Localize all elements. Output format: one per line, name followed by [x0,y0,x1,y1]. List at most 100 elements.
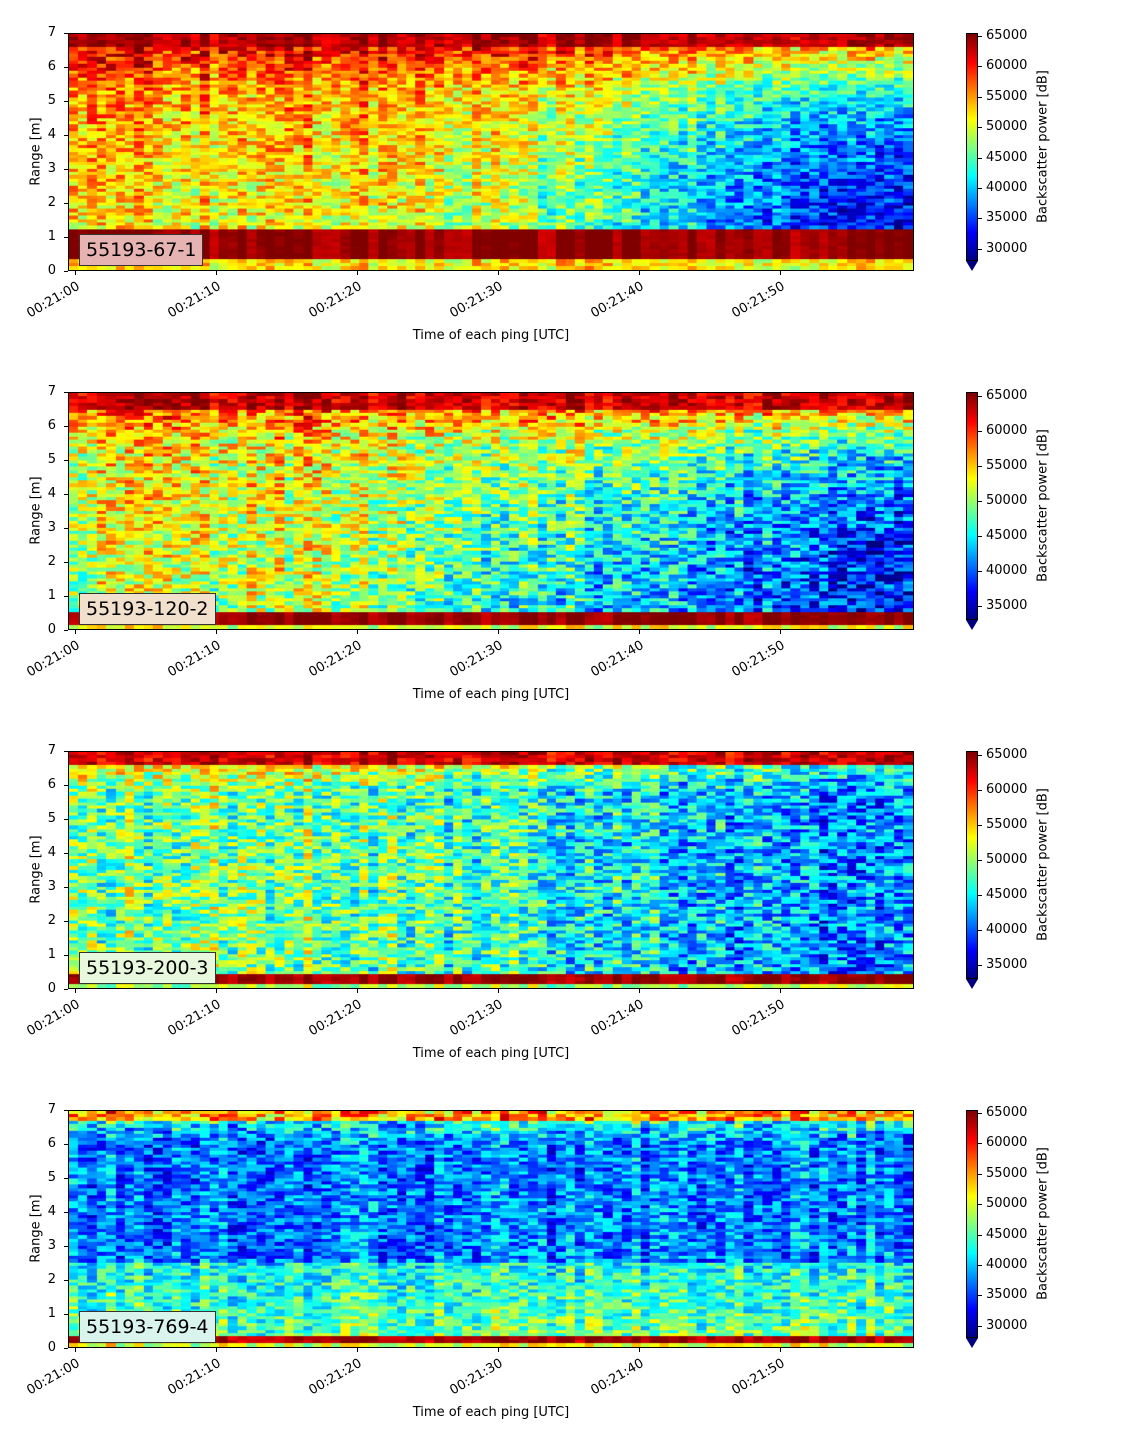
x-tick-mark [780,630,781,634]
y-tick-mark [64,135,68,136]
x-tick-mark [75,630,76,634]
colorbar-tick-mark [978,824,982,826]
colorbar-gradient [967,752,977,978]
x-axis-label: Time of each ping [UTC] [412,328,570,343]
colorbar [966,751,978,979]
colorbar-tick-label: 45000 [986,886,1028,902]
colorbar [966,392,978,620]
y-tick-mark [64,1110,68,1111]
y-tick-mark [64,426,68,427]
x-tick-label: 00:21:40 [588,1356,647,1399]
y-tick-label: 7 [47,743,56,758]
y-tick-label: 3 [47,161,56,176]
y-tick-label: 6 [47,59,56,74]
colorbar-tick-mark [978,1234,982,1236]
y-tick-label: 1 [47,947,56,962]
colorbar-label: Backscatter power [dB] [1035,788,1051,941]
x-tick-label: 00:21:20 [306,638,365,681]
colorbar [966,33,978,261]
colorbar-tick-label: 30000 [986,240,1028,256]
x-tick-mark [498,630,499,634]
y-tick-mark [64,169,68,170]
x-tick-label: 00:21:10 [165,1356,224,1399]
y-axis-label: Range [m] [28,117,44,186]
y-tick-mark [64,237,68,238]
panel-3: 55193-200-3 0 1 2 3 4 5 6 7 00:21:00 00:21:10 00:21… [0,718,1140,1077]
y-tick-mark [64,785,68,786]
x-tick-mark [357,630,358,634]
x-tick-label: 00:21:00 [24,1356,83,1399]
colorbar-tick-label: 35000 [986,956,1028,972]
colorbar-tick-mark [978,754,982,756]
x-tick-label: 00:21:50 [729,638,788,681]
colorbar-tick-mark [978,859,982,861]
y-tick-mark [64,460,68,461]
x-tick-mark [498,1348,499,1352]
y-tick-label: 5 [47,811,56,826]
colorbar-tick-label: 30000 [986,1317,1028,1333]
x-tick-label: 00:21:40 [588,638,647,681]
colorbar-tick-label: 40000 [986,562,1028,578]
colorbar-tick-label: 60000 [986,1135,1028,1151]
x-tick-mark [357,989,358,993]
x-tick-label: 00:21:20 [306,997,365,1040]
colorbar-tick-label: 45000 [986,1226,1028,1242]
colorbar-tick-mark [978,395,982,397]
x-tick-mark [498,989,499,993]
colorbar-tick-mark [978,929,982,931]
colorbar-tick-mark [978,1265,982,1267]
x-tick-label: 00:21:10 [165,638,224,681]
y-tick-label: 4 [47,127,56,142]
panel-1: 55193-67-1 0 1 2 3 4 5 6 7 00:21:00 00:21:10 00:21:… [0,0,1140,359]
x-tick-mark [639,271,640,275]
y-tick-label: 7 [47,25,56,40]
heatmap-plot-area [68,751,914,989]
x-tick-mark [216,989,217,993]
x-tick-label: 00:21:30 [447,279,506,322]
y-tick-mark [64,887,68,888]
colorbar-tick-mark [978,894,982,896]
y-tick-label: 1 [47,229,56,244]
y-tick-mark [64,751,68,752]
y-axis-label: Range [m] [28,1194,44,1263]
heatmap-canvas [69,34,913,270]
panel-label: 55193-67-1 [79,234,204,266]
y-tick-mark [64,392,68,393]
heatmap-plot-area [68,33,914,271]
colorbar-tick-mark [978,248,982,250]
colorbar-tick-label: 40000 [986,180,1028,196]
y-tick-mark [64,1212,68,1213]
colorbar-tick-label: 60000 [986,422,1028,438]
y-tick-label: 4 [47,486,56,501]
y-tick-mark [64,1178,68,1179]
y-tick-mark [64,630,68,631]
y-tick-label: 2 [47,195,56,210]
heatmap-canvas [69,1111,913,1347]
colorbar-tick-label: 65000 [986,28,1028,44]
colorbar-extend-arrow [966,620,978,630]
x-tick-label: 00:21:50 [729,279,788,322]
y-tick-label: 2 [47,1272,56,1287]
x-tick-mark [75,1348,76,1352]
y-tick-label: 6 [47,777,56,792]
colorbar-gradient [967,1111,977,1337]
y-tick-mark [64,33,68,34]
y-tick-mark [64,101,68,102]
y-tick-mark [64,271,68,272]
colorbar-tick-mark [978,127,982,129]
heatmap-canvas [69,752,913,988]
colorbar-tick-label: 40000 [986,1257,1028,1273]
colorbar-tick-mark [978,1173,982,1175]
x-tick-mark [75,271,76,275]
colorbar-extend-arrow [966,261,978,271]
x-axis-label: Time of each ping [UTC] [412,687,570,702]
colorbar-tick-label: 45000 [986,527,1028,543]
colorbar-tick-label: 35000 [986,1287,1028,1303]
y-tick-label: 5 [47,93,56,108]
x-tick-label: 00:21:30 [447,638,506,681]
y-tick-label: 4 [47,845,56,860]
colorbar-tick-mark [978,218,982,220]
panel-2: 55193-120-2 0 1 2 3 4 5 6 7 00:21:00 00:21:10 00:21… [0,359,1140,718]
y-tick-label: 2 [47,554,56,569]
x-tick-label: 00:21:30 [447,1356,506,1399]
